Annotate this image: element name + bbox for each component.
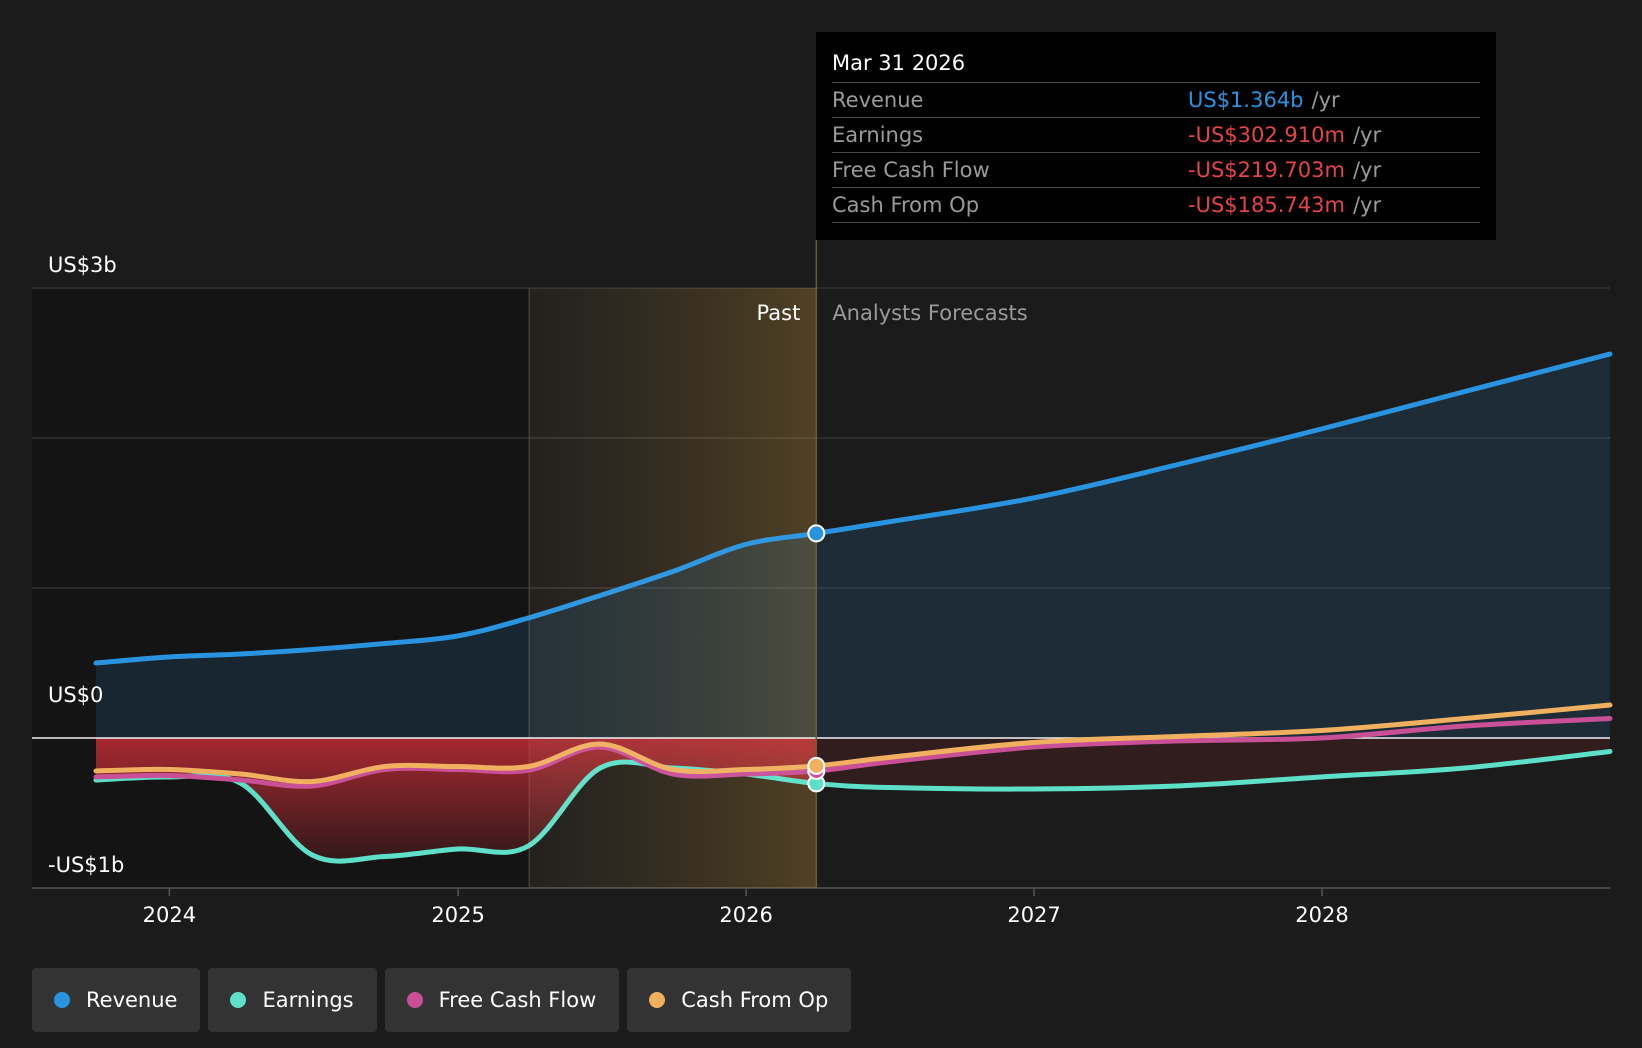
legend-label: Cash From Op: [681, 988, 829, 1012]
tooltip-row-revenue: Revenue US$1.364b /yr: [832, 83, 1480, 118]
financial-chart: US$3b US$0 -US$1b 2024 2025 2026 2027 2028 Past A…: [32, 240, 1613, 927]
tooltip-unit: /yr: [1352, 158, 1382, 182]
x-tick-label: 2025: [431, 903, 484, 927]
free-cash-flow-line: [93, 716, 1613, 789]
y-tick-label: US$3b: [48, 253, 117, 277]
tooltip-label: Free Cash Flow: [832, 158, 990, 182]
legend: Revenue Earnings Free Cash Flow Cash Fro…: [32, 968, 852, 1032]
tooltip-value: -US$302.910m: [1188, 123, 1345, 147]
tooltip-unit: /yr: [1352, 123, 1382, 147]
legend-item-earnings[interactable]: Earnings: [208, 968, 377, 1032]
legend-item-free-cash-flow[interactable]: Free Cash Flow: [384, 968, 620, 1032]
x-tick-label: 2027: [1007, 903, 1060, 927]
legend-label: Free Cash Flow: [438, 988, 597, 1012]
hover-markers: [807, 524, 826, 793]
tooltip-row-earnings: Earnings -US$302.910m /yr: [832, 118, 1480, 153]
legend-dot-icon: [54, 992, 70, 1008]
tooltip-value: US$1.364b: [1188, 88, 1304, 112]
revenue-area: [96, 354, 1610, 738]
legend-dot-icon: [406, 992, 423, 1008]
revenue-line: [93, 351, 1613, 666]
tooltip-value: -US$185.743m: [1188, 193, 1345, 217]
grid-lines: [32, 287, 1610, 889]
series-lines: [93, 288, 1613, 888]
tooltip-row-cash-from-op: Cash From Op -US$185.743m /yr: [832, 188, 1480, 223]
tooltip-label: Revenue: [832, 88, 924, 112]
earnings-past-area: [96, 738, 817, 862]
legend-dot-icon: [649, 992, 666, 1008]
tooltip-unit: /yr: [1311, 88, 1340, 112]
tooltip-date: Mar 31 2026: [832, 46, 1480, 83]
axis-labels: US$3b US$0 -US$1b 2024 2025 2026 2027 2028 Past A…: [48, 253, 1349, 927]
x-tick-label: 2024: [143, 903, 196, 927]
y-tick-label: US$0: [48, 683, 103, 707]
legend-label: Earnings: [262, 988, 354, 1012]
tooltip-unit: /yr: [1352, 193, 1382, 217]
legend-item-cash-from-op[interactable]: Cash From Op: [627, 968, 852, 1032]
legend-label: Revenue: [86, 988, 178, 1012]
past-label: Past: [757, 301, 801, 325]
forecast-label: Analysts Forecasts: [832, 301, 1027, 325]
tooltip-row-free-cash-flow: Free Cash Flow -US$219.703m /yr: [832, 153, 1480, 188]
y-tick-label: -US$1b: [48, 853, 124, 877]
tooltip-label: Cash From Op: [832, 193, 980, 217]
tooltip-label: Earnings: [832, 123, 924, 147]
tooltip: Mar 31 2026 Revenue US$1.364b /yr Earnin…: [816, 32, 1496, 240]
tooltip-value: -US$219.703m: [1188, 158, 1345, 182]
cash-from-op-marker: [807, 756, 826, 775]
x-tick-label: 2028: [1295, 903, 1348, 927]
revenue-marker: [807, 524, 826, 543]
legend-item-revenue[interactable]: Revenue: [32, 968, 201, 1032]
cash-from-op-line: [93, 702, 1613, 785]
x-tick-label: 2026: [719, 903, 772, 927]
legend-dot-icon: [230, 992, 247, 1008]
past-highlight-overlay: [529, 288, 817, 888]
